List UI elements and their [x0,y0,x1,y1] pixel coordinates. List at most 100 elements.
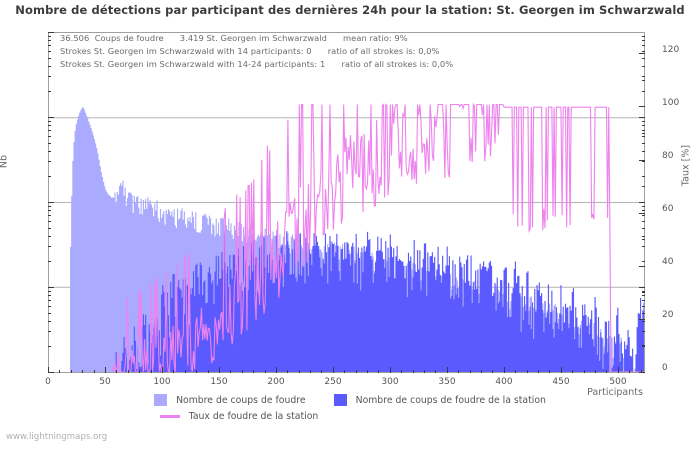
y-tick-right-0: 0 [662,363,668,373]
annotation-line-1: 36.506 Coups de foudre 3.419 St. Georgen… [60,33,408,43]
x-tick-350: 350 [438,377,456,387]
x-tick-mark [572,370,574,373]
y-tick-mark-right-log [642,235,645,237]
x-tick-mark [606,370,608,373]
x-tick-mark [298,370,300,373]
y-tick-mark-right-log [642,135,645,137]
y-axis-left-label: Nb [0,154,10,169]
x-tick-mark [481,370,483,373]
x-tick-mark [310,370,312,373]
y-tick-mark-right-log [639,117,645,118]
x-tick-mark [640,370,642,373]
x-tick-mark [526,370,528,373]
plot-area [48,32,645,373]
x-tick-mark [196,370,198,373]
y-tick-mark-right [639,372,645,373]
x-tick-mark [538,370,540,373]
x-tick-mark [48,367,49,373]
y-tick-mark-left [48,57,51,59]
y-tick-mark-left [48,65,51,67]
x-tick-450: 450 [552,377,570,387]
y-tick-mark-right-log [642,220,645,222]
legend-item-station-strokes[interactable]: Nombre de coups de foudre de la station [333,394,546,406]
x-tick-mark [560,367,562,373]
x-tick-mark [321,370,323,373]
y-tick-right-120: 120 [662,45,680,55]
y-tick-mark-right-log [642,227,645,229]
y-tick-mark-left [48,40,51,42]
x-tick-mark [617,367,619,373]
x-tick-250: 250 [324,377,342,387]
y-tick-mark-right-log [639,202,645,203]
y-tick-mark-right-log [642,261,645,263]
y-tick-mark-right [642,186,645,188]
y-tick-mark-right-log [642,300,645,302]
x-tick-mark [218,367,220,373]
legend-item-ratio-line[interactable]: Taux de foudre de la station [159,410,319,422]
plot-canvas [49,102,644,372]
y-tick-mark-right [639,212,645,214]
y-tick-mark-right-log [642,295,645,297]
x-tick-mark [173,370,175,373]
x-tick-mark [401,370,403,373]
y-tick-mark-left [48,35,51,37]
x-tick-mark [549,370,551,373]
y-tick-mark-right [639,159,645,161]
y-tick-mark-left [48,295,51,297]
x-tick-400: 400 [495,377,513,387]
y-tick-mark-right [639,265,645,267]
x-tick-mark [367,370,369,373]
y-tick-right-60: 60 [662,204,674,214]
x-tick-mark [458,370,460,373]
y-tick-mark-left [48,235,51,237]
x-tick-mark [344,370,346,373]
x-tick-mark [446,367,448,373]
x-tick-mark [82,370,84,373]
legend-label-all-strokes: Nombre de coups de foudre [176,394,306,406]
y-tick-mark-right [642,132,645,134]
x-tick-mark [104,367,106,373]
x-tick-0: 0 [45,377,51,387]
x-tick-150: 150 [210,377,228,387]
y-tick-mark-right [642,292,645,294]
annotation-line-3: Strokes St. Georgen im Schwarzwald with … [60,59,454,69]
y-tick-mark-right-log [642,312,645,314]
y-tick-mark-right-log [642,150,645,152]
y-tick-mark-left [48,346,51,348]
y-tick-mark-right [642,345,645,347]
legend-label-ratio: Taux de foudre de la station [188,410,319,422]
y-tick-mark-left [48,120,51,122]
y-tick-mark-right-log [642,120,645,122]
x-tick-mark [70,370,72,373]
y-tick-right-40: 40 [662,257,674,267]
y-tick-mark-left [48,32,54,33]
y-tick-mark-right [639,106,645,108]
y-tick-mark-left [48,50,51,52]
x-tick-mark [492,370,494,373]
y-tick-right-80: 80 [662,151,674,161]
y-tick-mark-right [639,53,645,55]
x-tick-mark [469,370,471,373]
x-tick-mark [150,370,152,373]
x-tick-mark [93,370,95,373]
y-tick-mark-right-log [642,125,645,127]
x-tick-100: 100 [153,377,171,387]
y-tick-mark-left [48,130,51,132]
x-tick-mark [253,370,255,373]
x-tick-mark [264,370,266,373]
y-tick-mark-left [48,210,51,212]
y-axis-right-label: Taux [%] [680,144,692,187]
y-tick-mark-left [48,76,51,78]
legend-item-all-strokes[interactable]: Nombre de coups de foudre [154,394,306,406]
y-tick-mark-left [48,287,54,288]
y-tick-mark-right-log [642,65,645,67]
y-tick-mark-left [48,45,51,47]
y-tick-mark-right-log [642,35,645,37]
y-tick-mark-right-log [642,305,645,307]
y-tick-mark-left [48,91,51,93]
x-tick-mark [424,370,426,373]
y-tick-mark-left [48,150,51,152]
x-tick-mark [287,370,289,373]
y-tick-mark-right [642,239,645,241]
x-tick-mark [207,370,209,373]
